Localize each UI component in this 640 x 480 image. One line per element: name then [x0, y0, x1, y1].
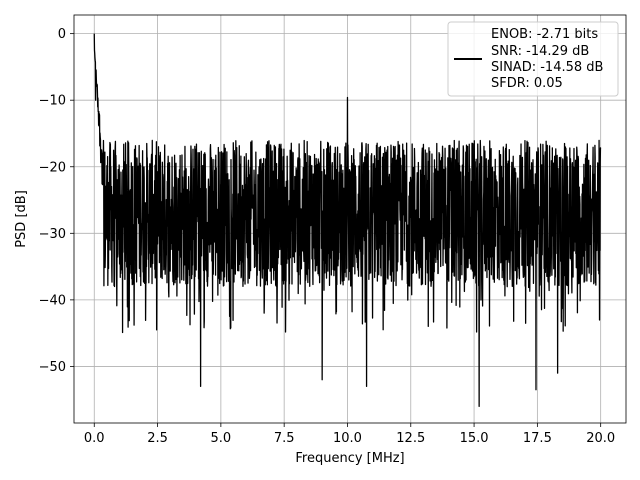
x-tick-label: 2.5	[147, 431, 168, 446]
y-tick-label: −20	[39, 160, 66, 175]
x-tick-label: 12.5	[396, 431, 425, 446]
y-tick-label: −30	[39, 227, 66, 242]
y-tick-label: 0	[58, 27, 66, 42]
axis-ticks: 0.0 2.5 5.0 7.5 10.0 12.5 15.0 17.5 20.0 0 −10 −20 −…	[39, 27, 616, 446]
y-tick-label: −50	[39, 360, 66, 375]
x-tick-label: 10.0	[333, 431, 362, 446]
psd-series-line	[93, 33, 602, 408]
x-tick-label: 17.5	[523, 431, 552, 446]
data-layer	[93, 33, 602, 408]
y-tick-label: −40	[39, 293, 66, 308]
legend-line-sinad: SINAD: -14.58 dB	[491, 60, 603, 75]
y-tick-label: −10	[39, 94, 66, 109]
legend-line-sfdr: SFDR: 0.05	[491, 76, 563, 91]
x-tick-label: 0.0	[84, 431, 105, 446]
legend-line-snr: SNR: -14.29 dB	[491, 44, 589, 59]
x-axis-label: Frequency [MHz]	[295, 451, 404, 466]
plot-area-frame	[73, 14, 627, 424]
legend: ENOB: -2.71 bits SNR: -14.29 dB SINAD: -…	[447, 21, 619, 97]
legend-line-enob: ENOB: -2.71 bits	[491, 27, 598, 42]
x-tick-label: 15.0	[460, 431, 489, 446]
y-axis-label: PSD [dB]	[14, 190, 29, 248]
x-tick-label: 5.0	[211, 431, 232, 446]
x-tick-label: 20.0	[586, 431, 615, 446]
legend-box	[447, 21, 619, 97]
x-tick-label: 7.5	[274, 431, 295, 446]
